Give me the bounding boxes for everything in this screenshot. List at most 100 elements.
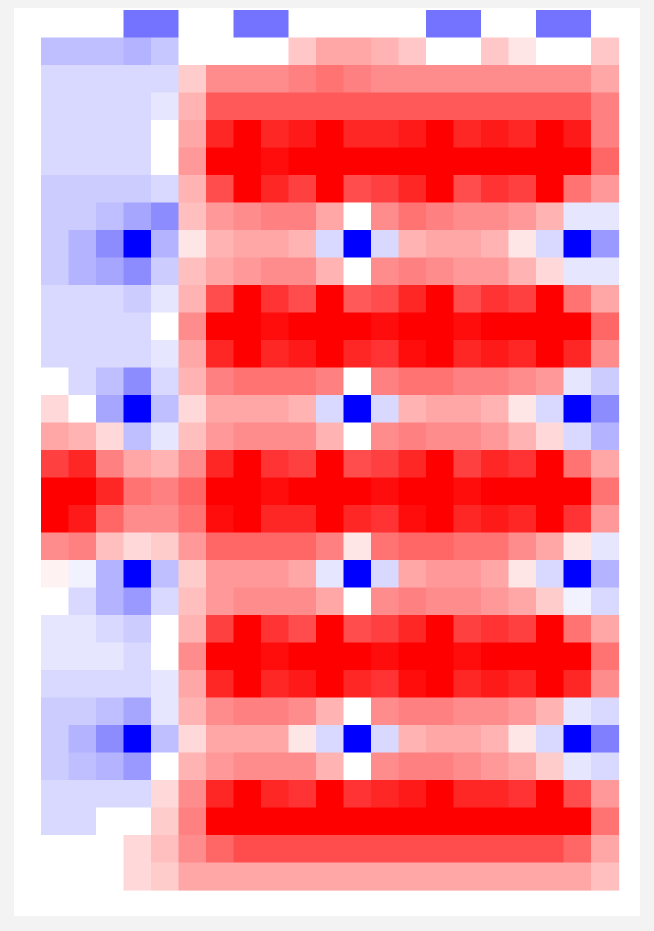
heatmap-cell-r28-c20 <box>591 780 619 808</box>
heatmap-cell-r7-c4 <box>151 203 179 231</box>
heatmap-cell-r6-c17 <box>509 175 537 203</box>
heatmap-cell-r6-c12 <box>371 175 399 203</box>
heatmap-cell-r4-c12 <box>371 120 399 148</box>
heatmap-cell-r22-c16 <box>481 615 509 643</box>
heatmap-cell-r19-c15 <box>454 533 482 561</box>
heatmap-cell-r11-c4 <box>151 313 179 341</box>
heatmap-cell-r10-c14 <box>426 285 454 313</box>
heatmap-cell-r7-c15 <box>454 203 482 231</box>
heatmap-cell-r17-c17 <box>509 478 537 506</box>
heatmap-cell-r14-c20 <box>591 395 619 423</box>
heatmap-cell-r6-c15 <box>454 175 482 203</box>
heatmap-cell-r14-c13 <box>399 395 427 423</box>
heatmap-cell-r7-c16 <box>481 203 509 231</box>
heatmap-cell-r4-c7 <box>234 120 262 148</box>
heatmap-cell-r26-c14 <box>426 725 454 753</box>
heatmap-cell-r2-c9 <box>289 65 317 93</box>
heatmap-cell-r17-c7 <box>234 478 262 506</box>
heatmap-cell-r15-c9 <box>289 423 317 451</box>
heatmap-cell-r17-c9 <box>289 478 317 506</box>
heatmap-cell-r24-c7 <box>234 670 262 698</box>
heatmap-cell-r19-c20 <box>591 533 619 561</box>
heatmap-cell-r16-c20 <box>591 450 619 478</box>
heatmap-cell-r27-c12 <box>371 753 399 781</box>
heatmap-cell-r30-c16 <box>481 835 509 863</box>
heatmap-cell-r1-c10 <box>316 38 344 66</box>
heatmap-cell-r14-c8 <box>261 395 289 423</box>
heatmap-cell-r24-c17 <box>509 670 537 698</box>
heatmap-cell-r5-c10 <box>316 148 344 176</box>
heatmap-cell-r4-c15 <box>454 120 482 148</box>
heatmap-cell-r9-c17 <box>509 258 537 286</box>
heatmap-cell-r2-c6 <box>206 65 234 93</box>
heatmap-cell-r10-c9 <box>289 285 317 313</box>
heatmap-cell-r12-c16 <box>481 340 509 368</box>
heatmap-cell-r10-c8 <box>261 285 289 313</box>
heatmap-cell-r13-c2 <box>96 368 124 396</box>
heatmap-cell-r19-c7 <box>234 533 262 561</box>
heatmap-cell-r0-c10 <box>316 10 344 38</box>
heatmap-cell-r5-c1 <box>69 148 97 176</box>
heatmap-cell-r29-c15 <box>454 808 482 836</box>
heatmap-cell-r16-c7 <box>234 450 262 478</box>
heatmap-cell-r15-c19 <box>564 423 592 451</box>
heatmap-cell-r12-c12 <box>371 340 399 368</box>
heatmap-cell-r28-c13 <box>399 780 427 808</box>
heatmap-cell-r18-c13 <box>399 505 427 533</box>
heatmap-cell-r27-c19 <box>564 753 592 781</box>
heatmap-cell-r18-c4 <box>151 505 179 533</box>
heatmap-cell-r16-c3 <box>124 450 152 478</box>
heatmap-cell-r5-c0 <box>41 148 69 176</box>
heatmap-cell-r21-c2 <box>96 588 124 616</box>
heatmap-cell-r11-c10 <box>316 313 344 341</box>
heatmap-cell-r27-c17 <box>509 753 537 781</box>
heatmap-cell-r5-c20 <box>591 148 619 176</box>
heatmap-cell-r1-c11 <box>344 38 372 66</box>
heatmap-cell-r20-c5 <box>179 560 207 588</box>
heatmap-cell-r22-c20 <box>591 615 619 643</box>
heatmap-cell-r11-c18 <box>536 313 564 341</box>
heatmap-cell-r0-c0 <box>41 10 69 38</box>
heatmap-cell-r8-c10 <box>316 230 344 258</box>
heatmap-cell-r20-c12 <box>371 560 399 588</box>
heatmap-cell-r26-c20 <box>591 725 619 753</box>
heatmap-cell-r4-c3 <box>124 120 152 148</box>
heatmap-cell-r7-c0 <box>41 203 69 231</box>
heatmap-cell-r6-c4 <box>151 175 179 203</box>
heatmap-cell-r2-c16 <box>481 65 509 93</box>
heatmap-cell-r6-c16 <box>481 175 509 203</box>
heatmap-cell-r18-c15 <box>454 505 482 533</box>
heatmap-cell-r22-c6 <box>206 615 234 643</box>
heatmap-cell-r30-c13 <box>399 835 427 863</box>
heatmap-cell-r22-c17 <box>509 615 537 643</box>
heatmap-cell-r30-c7 <box>234 835 262 863</box>
heatmap-cell-r15-c18 <box>536 423 564 451</box>
heatmap-cell-r18-c12 <box>371 505 399 533</box>
heatmap-cell-r24-c6 <box>206 670 234 698</box>
heatmap-cell-r11-c8 <box>261 313 289 341</box>
heatmap-cell-r22-c2 <box>96 615 124 643</box>
heatmap-cell-r17-c4 <box>151 478 179 506</box>
heatmap-cell-r29-c3 <box>124 808 152 836</box>
heatmap-cell-r31-c10 <box>316 863 344 891</box>
heatmap-cell-r23-c15 <box>454 643 482 671</box>
heatmap-cell-r31-c15 <box>454 863 482 891</box>
heatmap-cell-r19-c6 <box>206 533 234 561</box>
heatmap-cell-r25-c5 <box>179 698 207 726</box>
heatmap-cell-r1-c18 <box>536 38 564 66</box>
heatmap-cell-r21-c3 <box>124 588 152 616</box>
heatmap-cell-r25-c9 <box>289 698 317 726</box>
heatmap-cell-r18-c11 <box>344 505 372 533</box>
heatmap-cell-r27-c6 <box>206 753 234 781</box>
heatmap-cell-r9-c4 <box>151 258 179 286</box>
heatmap-cell-r17-c2 <box>96 478 124 506</box>
heatmap-cell-r28-c1 <box>69 780 97 808</box>
heatmap-cell-r27-c0 <box>41 753 69 781</box>
heatmap-cell-r12-c14 <box>426 340 454 368</box>
heatmap-cell-r21-c1 <box>69 588 97 616</box>
heatmap-cell-r16-c2 <box>96 450 124 478</box>
heatmap-cell-r24-c19 <box>564 670 592 698</box>
heatmap-cell-r13-c6 <box>206 368 234 396</box>
heatmap-cell-r1-c16 <box>481 38 509 66</box>
heatmap-cell-r18-c8 <box>261 505 289 533</box>
